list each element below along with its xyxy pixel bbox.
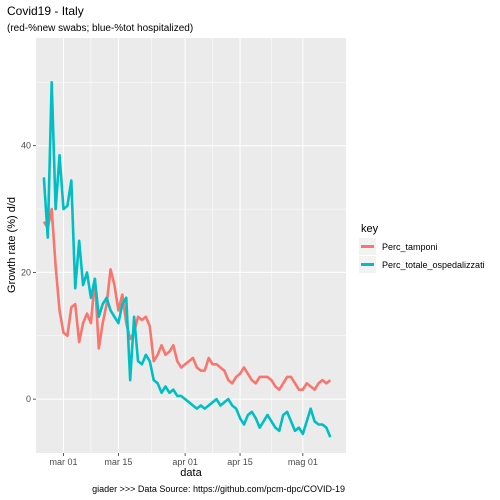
y-tick-label: 20 [21, 267, 31, 277]
series-lines [42, 81, 332, 438]
x-tick-label: mar 01 [49, 457, 77, 467]
x-tick-label: apr 01 [172, 457, 198, 467]
legend-title: key [361, 223, 379, 235]
y-axis-title: Growth rate (%) d/d [6, 197, 18, 293]
legend-label-perc-totale-ospedalizzati: Perc_totale_ospedalizzati [382, 260, 485, 270]
y-tick-label: 40 [21, 141, 31, 151]
x-axis: mar 01 mar 15 apr 01 apr 15 mag 01 [49, 453, 318, 467]
legend: key Perc_tamponi Perc_totale_ospedalizza… [359, 223, 485, 273]
legend-label-perc-tamponi: Perc_tamponi [382, 242, 438, 252]
x-tick-label: mar 15 [104, 457, 132, 467]
series-line-perc-tamponi [42, 207, 332, 391]
chart-subtitle: (red-%new swabs; blue-%tot hospitalized) [7, 23, 193, 34]
x-tick-label: mag 01 [288, 457, 318, 467]
x-axis-title: data [180, 467, 202, 479]
x-tick-label: apr 15 [227, 457, 253, 467]
series-line-perc-totale-ospedalizzati [42, 81, 332, 438]
chart-caption: giader >>> Data Source: https://github.c… [92, 484, 345, 494]
y-tick-label: 0 [26, 394, 31, 404]
grid-minor [36, 38, 346, 453]
chart-title: Covid19 - Italy [7, 4, 84, 18]
y-axis: 0 20 40 [21, 141, 36, 404]
